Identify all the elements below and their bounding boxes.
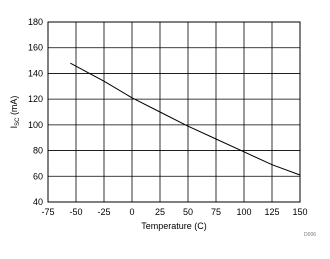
y-tick-label: 140 (28, 68, 43, 78)
x-tick-label: 100 (236, 207, 251, 217)
x-tick-label: 0 (129, 207, 134, 217)
x-tick-label: 125 (264, 207, 279, 217)
y-tick-label: 180 (28, 17, 43, 27)
x-tick-label: 25 (155, 207, 165, 217)
x-tick-label: 50 (183, 207, 193, 217)
y-label-sub: SC (15, 117, 21, 126)
x-tick-label: -75 (41, 207, 54, 217)
y-tick-label: 40 (33, 197, 43, 207)
y-tick-label: 100 (28, 120, 43, 130)
plot-frame (47, 21, 301, 203)
x-tick-label: 75 (211, 207, 221, 217)
y-tick-label: 160 (28, 43, 43, 53)
x-tick-label: -50 (69, 207, 82, 217)
x-tick-label: 150 (292, 207, 307, 217)
y-label-unit: (mA) (9, 96, 19, 118)
x-axis-label: Temperature (C) (141, 221, 207, 231)
y-tick-label: 80 (33, 146, 43, 156)
data-line (70, 62, 301, 176)
y-tick-label: 60 (33, 171, 43, 181)
x-tick-label: -25 (97, 207, 110, 217)
y-tick-label: 120 (28, 94, 43, 104)
y-label-main: I (9, 126, 19, 129)
y-axis-label: ISC (mA) (9, 96, 21, 129)
figure-note: D006 (304, 232, 316, 238)
